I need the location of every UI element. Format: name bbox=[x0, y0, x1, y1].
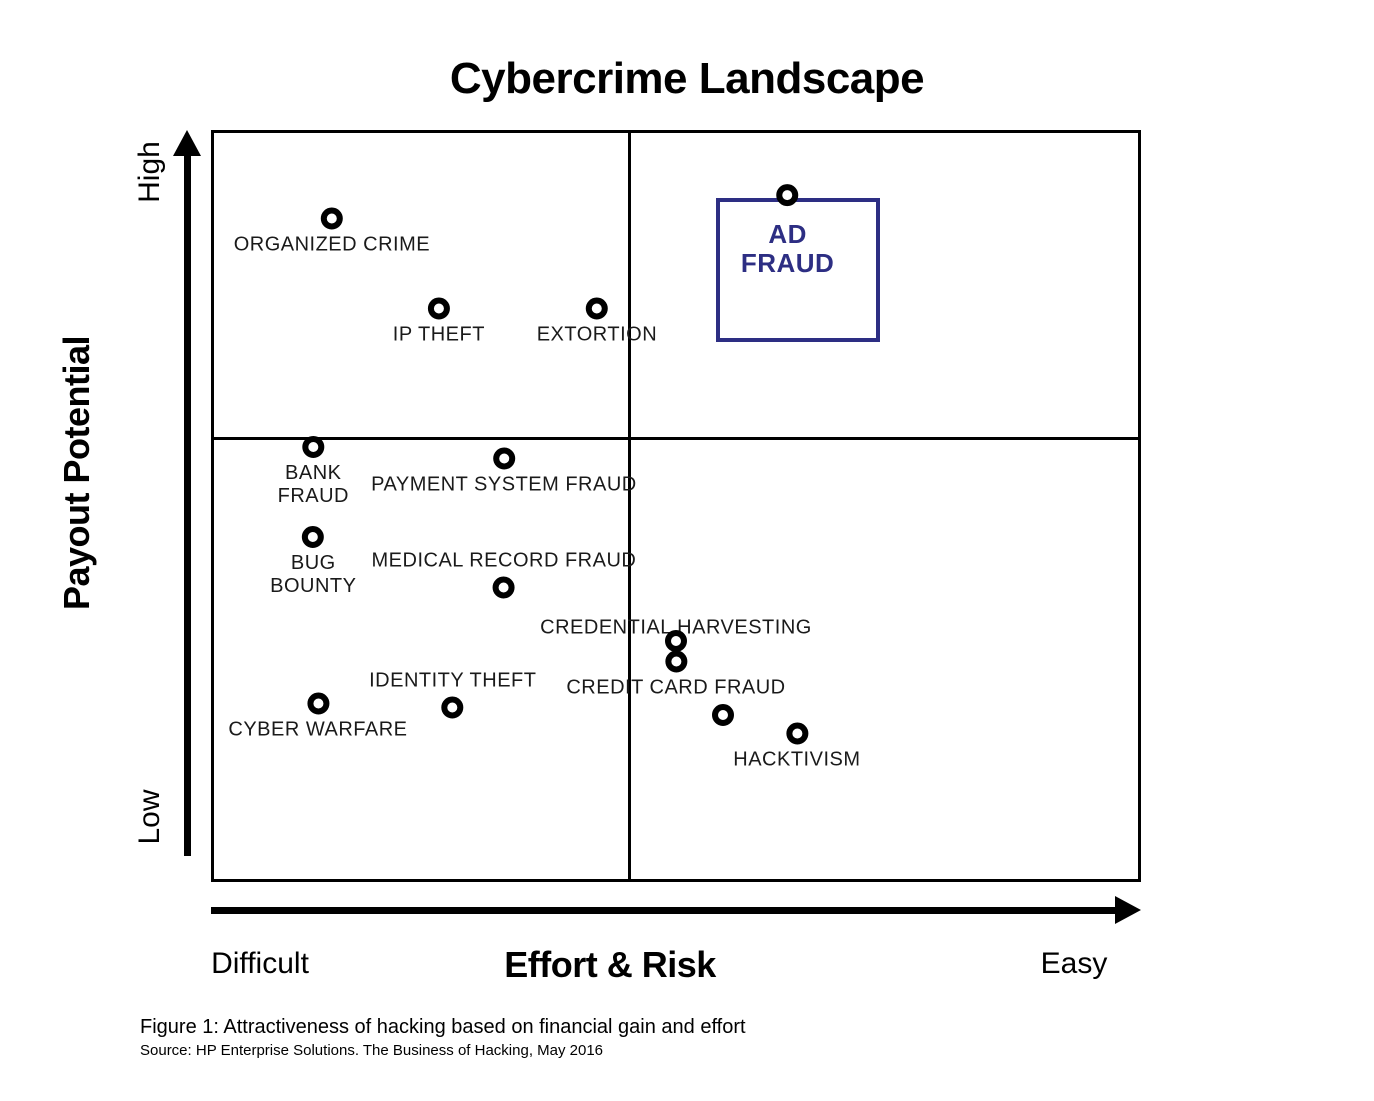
data-point-label: EXTORTION bbox=[537, 323, 657, 346]
y-axis-high-label: High bbox=[133, 112, 167, 232]
ring-icon bbox=[712, 704, 734, 726]
data-point: HACKTIVISM bbox=[733, 722, 860, 771]
ring-icon bbox=[493, 448, 515, 470]
x-axis-right-label: Easy bbox=[974, 947, 1174, 981]
y-axis-arrow-head bbox=[173, 130, 201, 156]
data-point-label: AD FRAUD bbox=[741, 220, 835, 280]
ring-icon bbox=[302, 526, 324, 548]
data-point-label: PAYMENT SYSTEM FRAUD bbox=[371, 474, 637, 497]
data-point-label: MEDICAL RECORD FRAUD bbox=[372, 549, 637, 572]
y-axis-title: Payout Potential bbox=[56, 293, 98, 653]
chart-title: Cybercrime Landscape bbox=[0, 54, 1374, 104]
ring-icon bbox=[321, 207, 343, 229]
y-axis-arrow-shaft bbox=[184, 150, 191, 856]
ring-icon bbox=[307, 692, 329, 714]
data-point: CREDIT CARD FRAUD bbox=[566, 651, 785, 700]
data-point-label: BUG BOUNTY bbox=[270, 552, 356, 598]
data-point-label: CREDIT CARD FRAUD bbox=[566, 677, 785, 700]
data-point bbox=[712, 704, 734, 730]
x-axis-arrow-head bbox=[1115, 896, 1141, 924]
ring-icon bbox=[665, 630, 687, 652]
data-point-label: CYBER WARFARE bbox=[228, 718, 407, 741]
ring-icon bbox=[493, 576, 515, 598]
data-point: BUG BOUNTY bbox=[270, 526, 356, 598]
y-axis-low-label: Low bbox=[133, 757, 167, 877]
ring-icon bbox=[586, 297, 608, 319]
data-point-marker bbox=[665, 630, 687, 652]
data-point-label: IDENTITY THEFT bbox=[369, 670, 536, 693]
ring-icon bbox=[665, 651, 687, 673]
ring-icon bbox=[302, 436, 324, 458]
data-point: MEDICAL RECORD FRAUD bbox=[372, 549, 637, 598]
data-point: ORGANIZED CRIME bbox=[234, 207, 430, 256]
data-point-label: ORGANIZED CRIME bbox=[234, 233, 430, 256]
ring-icon bbox=[786, 722, 808, 744]
data-point: CYBER WARFARE bbox=[228, 692, 407, 741]
data-point-label: BANK FRAUD bbox=[278, 462, 349, 508]
x-axis-arrow-shaft bbox=[211, 907, 1121, 914]
data-point: IP THEFT bbox=[393, 297, 485, 346]
data-point: PAYMENT SYSTEM FRAUD bbox=[371, 448, 637, 497]
quadrant-vline bbox=[628, 130, 631, 882]
figure-source: Source: HP Enterprise Solutions. The Bus… bbox=[140, 1042, 603, 1059]
ring-icon bbox=[428, 297, 450, 319]
figure-caption: Figure 1: Attractiveness of hacking base… bbox=[140, 1016, 746, 1039]
ring-icon bbox=[777, 184, 799, 206]
data-point: BANK FRAUD bbox=[278, 436, 349, 508]
data-point: AD FRAUD bbox=[741, 184, 835, 280]
x-axis-left-label: Difficult bbox=[160, 947, 360, 981]
chart-canvas: Cybercrime Landscape Payout Potential High… bbox=[0, 0, 1374, 1101]
data-point-label: IP THEFT bbox=[393, 323, 485, 346]
ring-icon bbox=[442, 697, 464, 719]
x-axis-title: Effort & Risk bbox=[410, 944, 810, 986]
quadrant-hline bbox=[211, 437, 1141, 440]
data-point: EXTORTION bbox=[537, 297, 657, 346]
data-point-label: HACKTIVISM bbox=[733, 748, 860, 771]
